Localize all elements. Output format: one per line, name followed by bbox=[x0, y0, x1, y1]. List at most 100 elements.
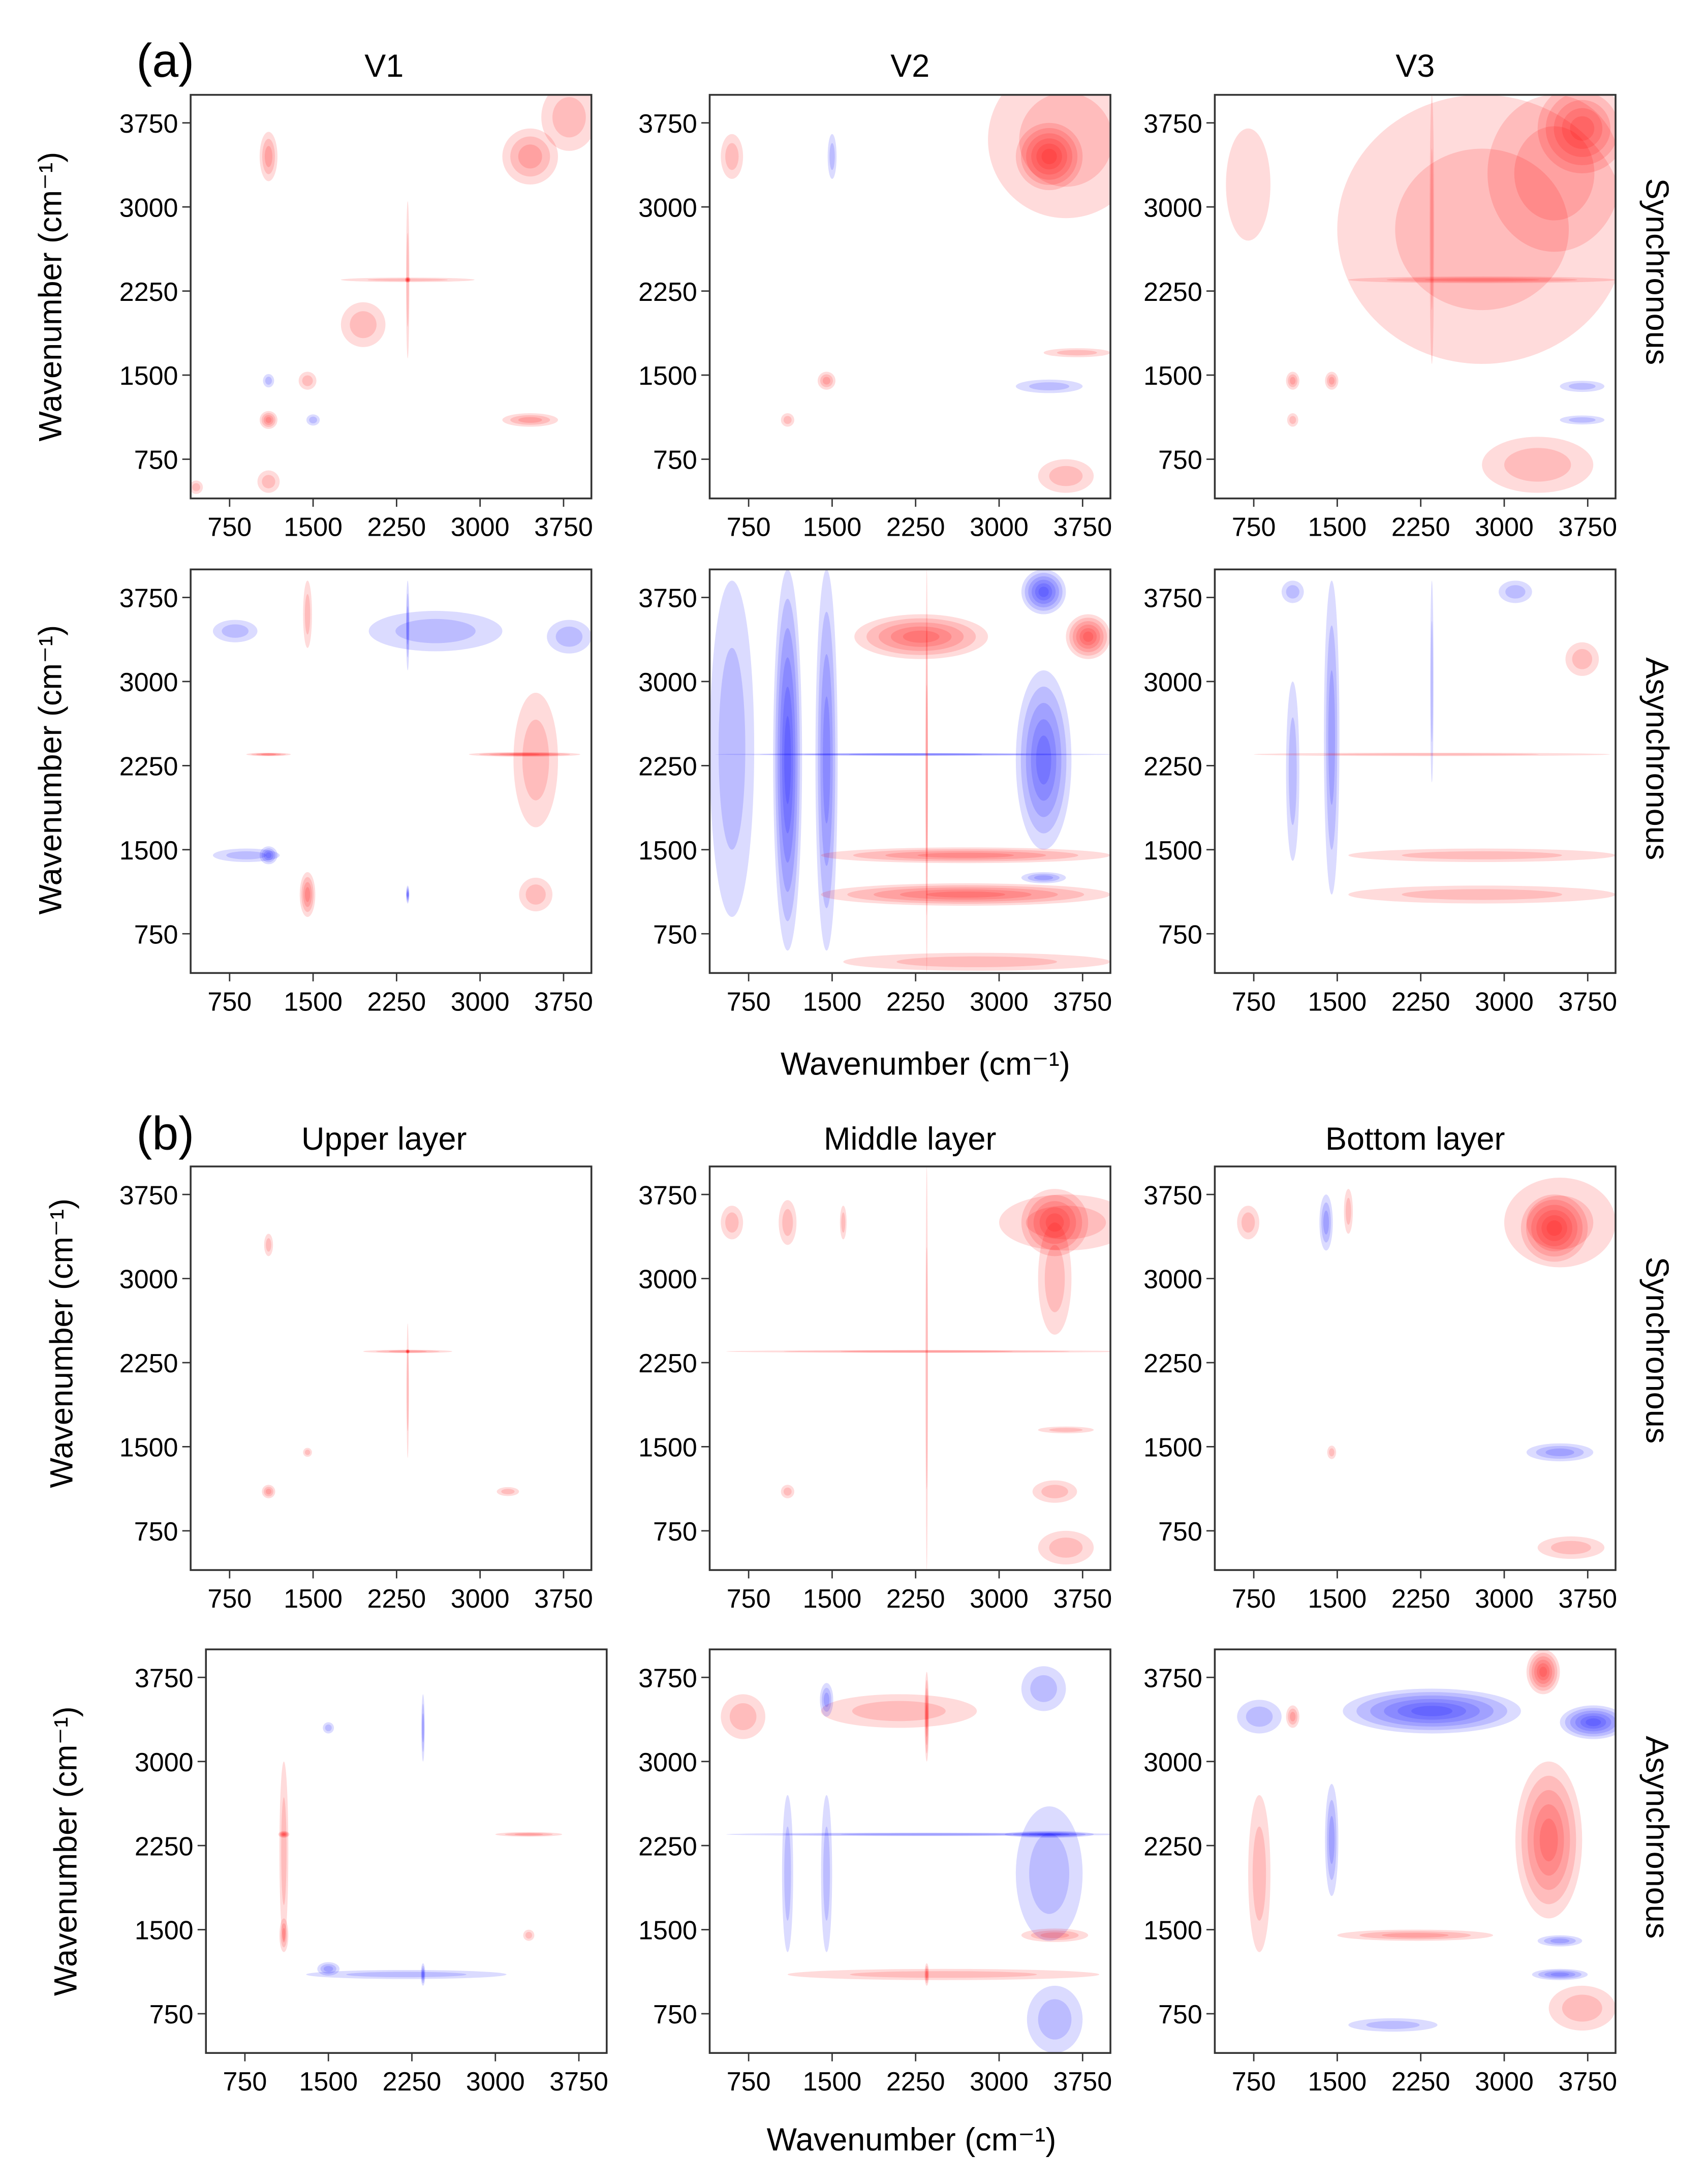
negative-correlation-peak bbox=[547, 620, 592, 654]
panel-a-v1-synchronous: 750 750 1500 1500 2250 2250 3000 3000 3750 3750 V1 bbox=[119, 48, 593, 542]
contour-map bbox=[721, 1666, 1111, 2053]
negative-correlation-peak bbox=[821, 1795, 832, 1952]
contour-level bbox=[1328, 1816, 1335, 1864]
contour-level bbox=[1021, 1928, 1089, 1942]
contour-level bbox=[1237, 1700, 1282, 1734]
contour-level bbox=[988, 95, 1111, 219]
contour-level bbox=[279, 1831, 289, 1837]
y-tick-label: 2250 bbox=[638, 1349, 697, 1378]
x-tick-label: 750 bbox=[207, 1584, 252, 1614]
positive-correlation-peak bbox=[298, 372, 317, 390]
y-tick-label: 1500 bbox=[638, 1916, 697, 1946]
y-tick-label: 1500 bbox=[1143, 836, 1202, 866]
positive-correlation-peak bbox=[721, 134, 743, 179]
contour-level bbox=[1043, 348, 1111, 357]
contour-level bbox=[1069, 618, 1107, 656]
contour-level bbox=[1286, 681, 1299, 861]
contour-level bbox=[256, 753, 281, 756]
contour-level bbox=[1004, 1831, 1094, 1838]
panel-b-upper-layer-synchronous: 750 750 1500 1500 2250 2250 3000 3000 3750 3750 Up… bbox=[119, 1121, 593, 1614]
plot-frame bbox=[708, 568, 1111, 974]
contour-level bbox=[469, 752, 580, 757]
panel-b-bottom-layer-synchronous: 750 750 1500 1500 2250 2250 3000 3000 3750 3750 Bo… bbox=[1143, 1121, 1617, 1614]
contour-level bbox=[1015, 1806, 1083, 1941]
x-tick-label: 2250 bbox=[383, 2067, 442, 2097]
x-tick-label: 750 bbox=[1232, 987, 1276, 1017]
contour-level bbox=[725, 143, 739, 170]
contour-level bbox=[1041, 148, 1057, 165]
negative-correlation-peak bbox=[709, 580, 755, 917]
x-tick-label: 2250 bbox=[367, 1584, 426, 1614]
contour-level bbox=[1281, 580, 1304, 603]
contour-level bbox=[282, 1928, 286, 1943]
contour-level bbox=[509, 753, 540, 756]
x-tick-label: 1500 bbox=[1308, 513, 1367, 542]
negative-correlation-peak bbox=[1325, 1783, 1339, 1896]
contour-level bbox=[1288, 374, 1298, 387]
contour-level bbox=[820, 374, 833, 387]
contour-map bbox=[212, 580, 592, 917]
contour-level bbox=[726, 1350, 1111, 1353]
y-tick-label: 1500 bbox=[1143, 1916, 1202, 1946]
contour-level bbox=[1430, 95, 1434, 364]
contour-level bbox=[773, 569, 802, 951]
contour-level bbox=[489, 753, 560, 756]
contour-level bbox=[1348, 276, 1616, 284]
positive-correlation-peak bbox=[1038, 1426, 1094, 1433]
contour-level bbox=[1534, 1659, 1553, 1684]
contour-level bbox=[1286, 585, 1299, 599]
contour-level bbox=[525, 884, 546, 905]
contour-level bbox=[317, 1962, 340, 1976]
negative-correlation-peak bbox=[815, 569, 838, 951]
contour-level bbox=[1037, 1833, 1062, 1836]
negative-correlation-peak bbox=[820, 1683, 833, 1717]
contour-level bbox=[821, 1795, 832, 1952]
y-tick-label: 3750 bbox=[119, 1181, 178, 1210]
contour-level bbox=[1025, 573, 1063, 611]
y-tick-label: 3750 bbox=[638, 584, 697, 613]
negative-correlation-peak bbox=[1324, 580, 1340, 895]
y-tick-label: 750 bbox=[1158, 446, 1202, 475]
x-tick-label: 1500 bbox=[299, 2067, 358, 2097]
contour-level bbox=[259, 411, 277, 429]
contour-level bbox=[815, 569, 838, 951]
contour-level bbox=[821, 847, 1111, 864]
contour-level bbox=[518, 417, 542, 423]
panel-title: V2 bbox=[890, 48, 929, 84]
x-tick-label: 3000 bbox=[451, 513, 510, 542]
contour-level bbox=[1040, 1932, 1069, 1939]
positive-correlation-peak bbox=[817, 372, 835, 390]
positive-correlation-peak bbox=[1348, 276, 1616, 284]
x-tick-label: 2250 bbox=[1391, 513, 1450, 542]
contour-level bbox=[191, 480, 203, 494]
panel-title: Bottom layer bbox=[1325, 1121, 1505, 1157]
contour-level bbox=[1411, 1706, 1453, 1716]
contour-level bbox=[1038, 459, 1094, 493]
contour-level bbox=[1026, 1206, 1106, 1240]
contour-level bbox=[302, 375, 313, 386]
contour-level bbox=[924, 1672, 929, 1762]
y-tick-label: 1500 bbox=[638, 361, 697, 391]
x-tick-label: 2250 bbox=[886, 1584, 945, 1614]
contour-level bbox=[279, 1761, 289, 1941]
negative-correlation-peak bbox=[1499, 580, 1532, 603]
positive-correlation-peak bbox=[513, 692, 559, 827]
positive-correlation-peak bbox=[1548, 1985, 1616, 2031]
contour-level bbox=[1066, 614, 1111, 659]
y-tick-label: 3000 bbox=[1143, 1265, 1202, 1295]
y-tick-label: 3000 bbox=[119, 668, 178, 697]
negative-correlation-peak bbox=[421, 1694, 425, 1762]
contour-level bbox=[1288, 1708, 1298, 1725]
contour-level bbox=[721, 134, 743, 179]
x-tick-label: 3000 bbox=[451, 987, 510, 1017]
x-tick-label: 3750 bbox=[1558, 987, 1617, 1017]
contour-level bbox=[1036, 143, 1062, 170]
y-tick-label: 750 bbox=[653, 446, 697, 475]
contour-level bbox=[1252, 1826, 1266, 1921]
contour-level bbox=[1526, 1443, 1594, 1462]
negative-correlation-peak bbox=[1015, 670, 1072, 850]
contour-level bbox=[325, 1724, 332, 1732]
contour-level bbox=[251, 753, 286, 756]
contour-level bbox=[1038, 1222, 1072, 1335]
contour-level bbox=[1569, 383, 1596, 390]
